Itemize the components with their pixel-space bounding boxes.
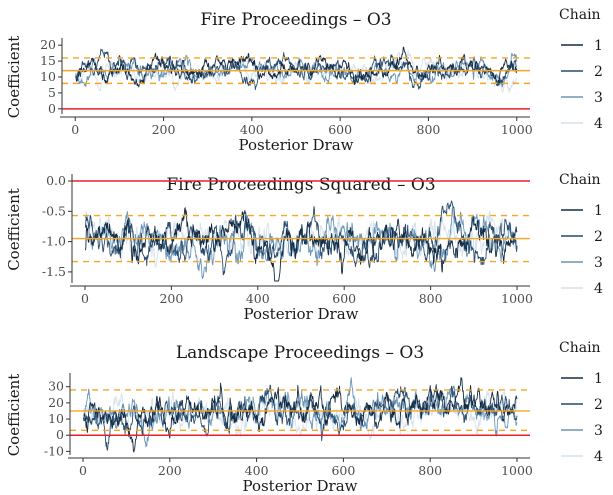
y-tick-label: -1.5 (42, 264, 66, 279)
legend-label-chain-4: 4 (594, 116, 603, 132)
x-tick-label: 800 (418, 463, 442, 478)
y-tick-label: 0.0 (46, 173, 66, 188)
x-tick-label: 200 (158, 463, 182, 478)
legend-label-chain-1: 1 (594, 38, 603, 54)
x-axis-label: Posterior Draw (243, 305, 358, 323)
y-tick-label: 15 (40, 53, 56, 68)
x-tick-label: 0 (81, 291, 89, 306)
y-axis-label: Coefficient (5, 36, 23, 119)
legend-label-chain-2: 2 (594, 64, 603, 80)
x-tick-label: 400 (246, 291, 270, 306)
legend-label-chain-4: 4 (594, 449, 603, 465)
trace-chain-3 (84, 206, 518, 280)
x-tick-label: 0 (79, 463, 87, 478)
x-tick-label: 200 (159, 291, 183, 306)
trace-chain-1 (75, 46, 518, 88)
x-tick-label: 600 (331, 463, 355, 478)
x-tick-label: 600 (328, 122, 352, 137)
x-tick-label: 0 (71, 122, 79, 137)
legend-label-chain-1: 1 (594, 371, 603, 387)
legend: Chain 1 2 3 4 (559, 172, 603, 297)
x-tick-label: 800 (417, 122, 441, 137)
y-tick-label: 0 (48, 101, 56, 116)
legend-label-chain-1: 1 (594, 203, 603, 219)
x-axis-label: Posterior Draw (238, 136, 353, 154)
chart-panel-2: Fire Proceedings Squared – O3 -1.5 -1.0 -0.… (5, 172, 603, 323)
x-tick-label: 800 (419, 291, 443, 306)
legend-label-chain-3: 3 (594, 423, 603, 439)
y-tick-label: 5 (48, 85, 56, 100)
x-tick-label: 1000 (501, 463, 533, 478)
trace-chain-1 (84, 207, 518, 282)
trace-lines (75, 46, 518, 93)
legend-title: Chain (559, 172, 601, 188)
x-tick-label: 1000 (501, 291, 533, 306)
x-tick-label: 1000 (501, 122, 533, 137)
y-tick-label: 20 (40, 37, 56, 52)
y-tick-label: -0.5 (42, 203, 66, 218)
y-tick-label: 0 (56, 427, 64, 442)
legend-label-chain-3: 3 (594, 90, 603, 106)
chart-title: Fire Proceedings Squared – O3 (166, 175, 435, 195)
x-axis-label: Posterior Draw (242, 477, 357, 495)
legend-label-chain-4: 4 (594, 281, 603, 297)
chart-title: Landscape Proceedings – O3 (176, 343, 424, 363)
y-tick-label: -1.0 (42, 234, 66, 249)
y-axis-label: Coefficient (5, 374, 23, 457)
legend-label-chain-2: 2 (594, 229, 603, 245)
y-tick-label: -10 (44, 443, 64, 458)
trace-chain-1 (83, 377, 518, 453)
y-tick-label: 30 (48, 379, 64, 394)
trace-lines (84, 200, 518, 282)
x-tick-label: 400 (245, 463, 269, 478)
legend-title: Chain (559, 340, 601, 356)
trace-lines (83, 377, 518, 453)
y-tick-label: 10 (48, 411, 64, 426)
legend: Chain 1 2 3 4 (559, 340, 603, 465)
x-tick-label: 600 (332, 291, 356, 306)
chart-title: Fire Proceedings – O3 (200, 10, 391, 30)
x-tick-label: 400 (240, 122, 264, 137)
y-axis-label: Coefficient (5, 188, 23, 271)
legend-label-chain-3: 3 (594, 255, 603, 271)
legend-label-chain-2: 2 (594, 397, 603, 413)
y-tick-label: 20 (48, 395, 64, 410)
x-tick-label: 200 (152, 122, 176, 137)
legend: Chain 1 2 3 4 (559, 7, 603, 132)
y-tick-label: 10 (40, 69, 56, 84)
legend-title: Chain (559, 7, 601, 23)
